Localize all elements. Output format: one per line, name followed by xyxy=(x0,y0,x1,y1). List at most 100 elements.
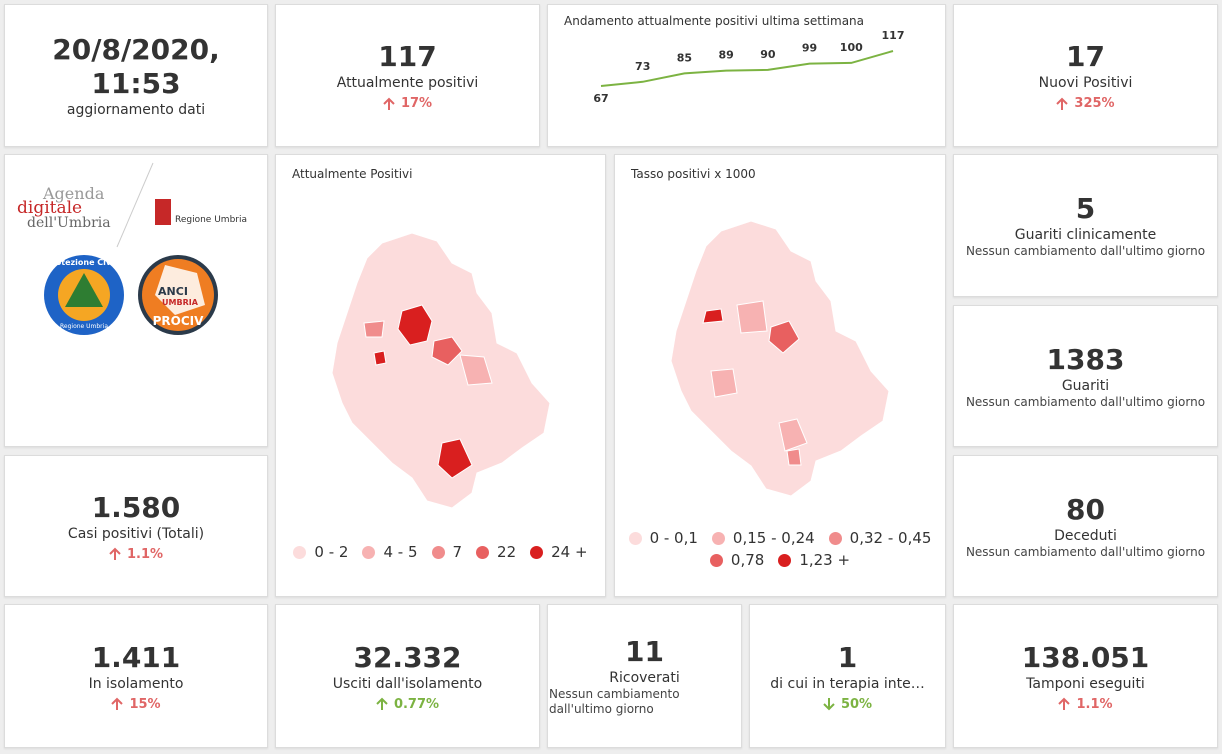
logo-text: ANCI xyxy=(158,285,188,298)
data-label: 67 xyxy=(593,92,608,105)
kpi-card: 80 Deceduti Nessun cambiamento dall'ultimo… xyxy=(953,455,1218,597)
legend-item: 22 xyxy=(476,543,516,561)
kpi-note: Nessun cambiamento dall'ultimo giorno xyxy=(965,394,1206,409)
legend-label: 0,32 - 0,45 xyxy=(849,529,932,547)
map-card: Attualmente Positivi 0 - 2 4 - 5 7 22 24 + xyxy=(275,154,606,597)
logo-text: PROCIV xyxy=(153,314,205,328)
data-label: 85 xyxy=(677,51,692,64)
map-region xyxy=(363,320,385,338)
update-label: aggiornamento dati xyxy=(66,101,206,118)
legend-swatch xyxy=(476,545,490,559)
legend-label: 0 - 2 xyxy=(314,543,349,561)
kpi-change-value: 325% xyxy=(1074,96,1115,111)
map-title: Tasso positivi x 1000 xyxy=(631,167,756,181)
map-region xyxy=(786,448,802,466)
trend-card: Andamento attualmente positivi ultima se… xyxy=(547,4,946,147)
trend-arrow xyxy=(376,697,388,710)
arrow-shape xyxy=(109,547,121,560)
map xyxy=(331,232,551,509)
legend-swatch xyxy=(530,545,544,559)
kpi-label: Ricoverati xyxy=(609,670,680,686)
kpi-card: 1.411 In isolamento 15% xyxy=(4,604,268,748)
trend-chart: Andamento attualmente positivi ultima se… xyxy=(564,14,905,105)
kpi-value: 80 xyxy=(1066,492,1105,526)
kpi-label: In isolamento xyxy=(88,675,184,692)
kpi-change: 1.1% xyxy=(1058,697,1113,712)
logo-icon xyxy=(155,265,205,315)
map-legend: 0 - 0,1 0,15 - 0,24 0,32 - 0,45 0,78 1,23 + xyxy=(615,529,945,569)
kpi-label: di cui in terapia inte… xyxy=(770,675,925,692)
arrow-shape xyxy=(376,697,388,710)
legend-item: 7 xyxy=(431,543,462,561)
kpi-card: 32.332 Usciti dall'isolamento 0.77% xyxy=(275,604,540,748)
trend-arrow xyxy=(111,697,124,710)
map-region xyxy=(437,438,473,479)
kpi-value: 1 xyxy=(837,640,858,674)
kpi-value: 1383 xyxy=(1046,342,1125,376)
kpi-change-value: 1.1% xyxy=(126,546,164,562)
map-title: Attualmente Positivi xyxy=(292,167,413,181)
kpi-label: Nuovi Positivi xyxy=(1038,75,1133,91)
legend-swatch xyxy=(293,545,307,559)
legend-label: 4 - 5 xyxy=(383,543,418,561)
kpi-change-value: 50% xyxy=(840,696,873,712)
arrow-shape xyxy=(1058,697,1071,710)
legend-label: 24 + xyxy=(551,543,588,561)
logo-text: UMBRIA xyxy=(162,298,199,307)
data-label: 117 xyxy=(882,29,905,42)
legend-swatch xyxy=(362,545,376,559)
kpi-card: 1383 Guariti Nessun cambiamento dall'ultim… xyxy=(953,305,1218,447)
map-region xyxy=(373,350,387,366)
kpi-value: 117 xyxy=(378,40,437,73)
map-region xyxy=(331,232,551,509)
map-region xyxy=(736,300,768,334)
map-region xyxy=(768,320,800,354)
arrow-shape xyxy=(383,97,395,110)
logo-text: Regione Umbria xyxy=(60,323,108,330)
legend-swatch xyxy=(778,553,792,567)
kpi-change-value: 0.77% xyxy=(393,696,440,712)
legend-label: 22 xyxy=(497,543,517,561)
divider xyxy=(116,162,154,248)
kpi-label: Usciti dall'isolamento xyxy=(332,675,483,692)
trend-arrow xyxy=(823,698,835,711)
logo-text: Agenda xyxy=(42,184,105,203)
legend-item: 1,23 + xyxy=(778,551,850,569)
logo-icon xyxy=(65,273,103,307)
map-legend: 0 - 2 4 - 5 7 22 24 + xyxy=(276,543,605,561)
map-region xyxy=(702,308,724,324)
kpi-card: 1.580 Casi positivi (Totali) 1.1% xyxy=(4,455,268,597)
legend-item: 0 - 0,1 xyxy=(628,529,698,547)
map-region xyxy=(778,418,808,452)
kpi-note: Nessun cambiamento dall'ultimo giorno xyxy=(965,244,1206,258)
kpi-change: 1.1% xyxy=(109,547,163,562)
legend-label: 0,15 - 0,24 xyxy=(732,529,815,547)
trend-title: Andamento attualmente positivi ultima se… xyxy=(564,14,864,28)
arrow-shape xyxy=(111,697,124,710)
logo-text: Protezione Civile xyxy=(46,258,123,267)
kpi-card: 5 Guariti clinicamente Nessun cambiamento … xyxy=(953,154,1218,297)
map-region xyxy=(397,304,433,346)
kpi-label: Casi positivi (Totali) xyxy=(67,525,205,542)
kpi-card: 1 di cui in terapia inte… 50% xyxy=(749,604,946,748)
kpi-card: 11 Ricoverati Nessun cambiamento dall'ulti… xyxy=(547,604,742,748)
kpi-card: 17 Nuovi Positivi 325% xyxy=(953,4,1218,147)
kpi-value: 32.332 xyxy=(353,640,462,674)
legend-swatch xyxy=(709,553,723,567)
data-label: 73 xyxy=(635,60,650,73)
kpi-label: Tamponi eseguiti xyxy=(1026,675,1145,692)
trend-arrow xyxy=(1056,97,1069,110)
map-region xyxy=(710,368,738,398)
logo-icon xyxy=(155,199,171,225)
map-card: Tasso positivi x 1000 0 - 0,1 0,15 - 0,24… xyxy=(614,154,946,597)
logos-card: Agenda digitale dell'Umbria Regione Umbr… xyxy=(4,154,268,447)
trend-arrow xyxy=(383,97,395,110)
legend-item: 24 + xyxy=(530,543,588,561)
data-label: 99 xyxy=(802,42,817,55)
legend-item: 0,15 - 0,24 xyxy=(711,529,815,547)
trend-arrow xyxy=(109,547,121,560)
legend-swatch xyxy=(828,531,842,545)
map-region xyxy=(670,220,890,497)
data-label: 90 xyxy=(760,48,776,61)
kpi-value: 138.051 xyxy=(1021,640,1150,674)
